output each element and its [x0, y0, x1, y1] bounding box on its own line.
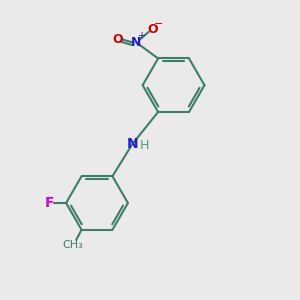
Text: O: O: [112, 33, 123, 46]
Text: F: F: [45, 196, 55, 210]
Text: H: H: [140, 139, 149, 152]
Text: O: O: [147, 22, 158, 35]
Text: N: N: [127, 137, 138, 151]
Text: +: +: [137, 32, 145, 41]
Text: CH₃: CH₃: [62, 240, 83, 250]
Text: −: −: [153, 19, 163, 29]
Text: N: N: [131, 36, 141, 49]
